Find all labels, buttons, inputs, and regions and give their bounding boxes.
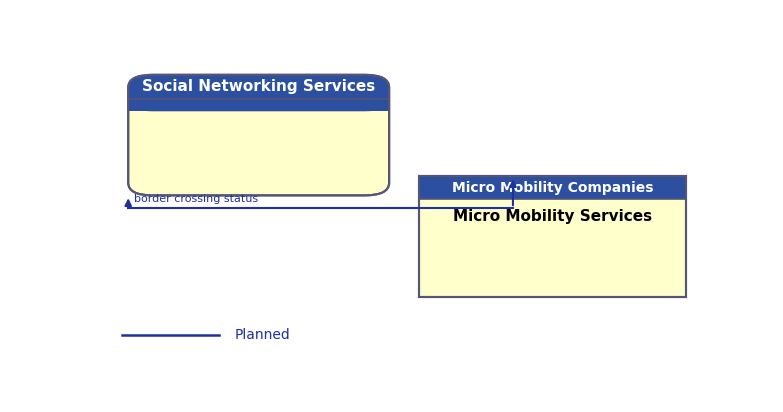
Bar (128, 97, 389, 111)
Bar (420, 176, 687, 297)
Text: border crossing status: border crossing status (135, 194, 258, 204)
Text: Social Networking Services: Social Networking Services (142, 79, 375, 94)
Text: Planned: Planned (234, 328, 290, 342)
Text: Micro Mobility Companies: Micro Mobility Companies (453, 181, 654, 195)
Bar (420, 176, 687, 199)
Bar (420, 176, 687, 297)
FancyBboxPatch shape (128, 75, 389, 111)
FancyBboxPatch shape (128, 75, 389, 195)
Text: Micro Mobility Services: Micro Mobility Services (453, 209, 652, 224)
